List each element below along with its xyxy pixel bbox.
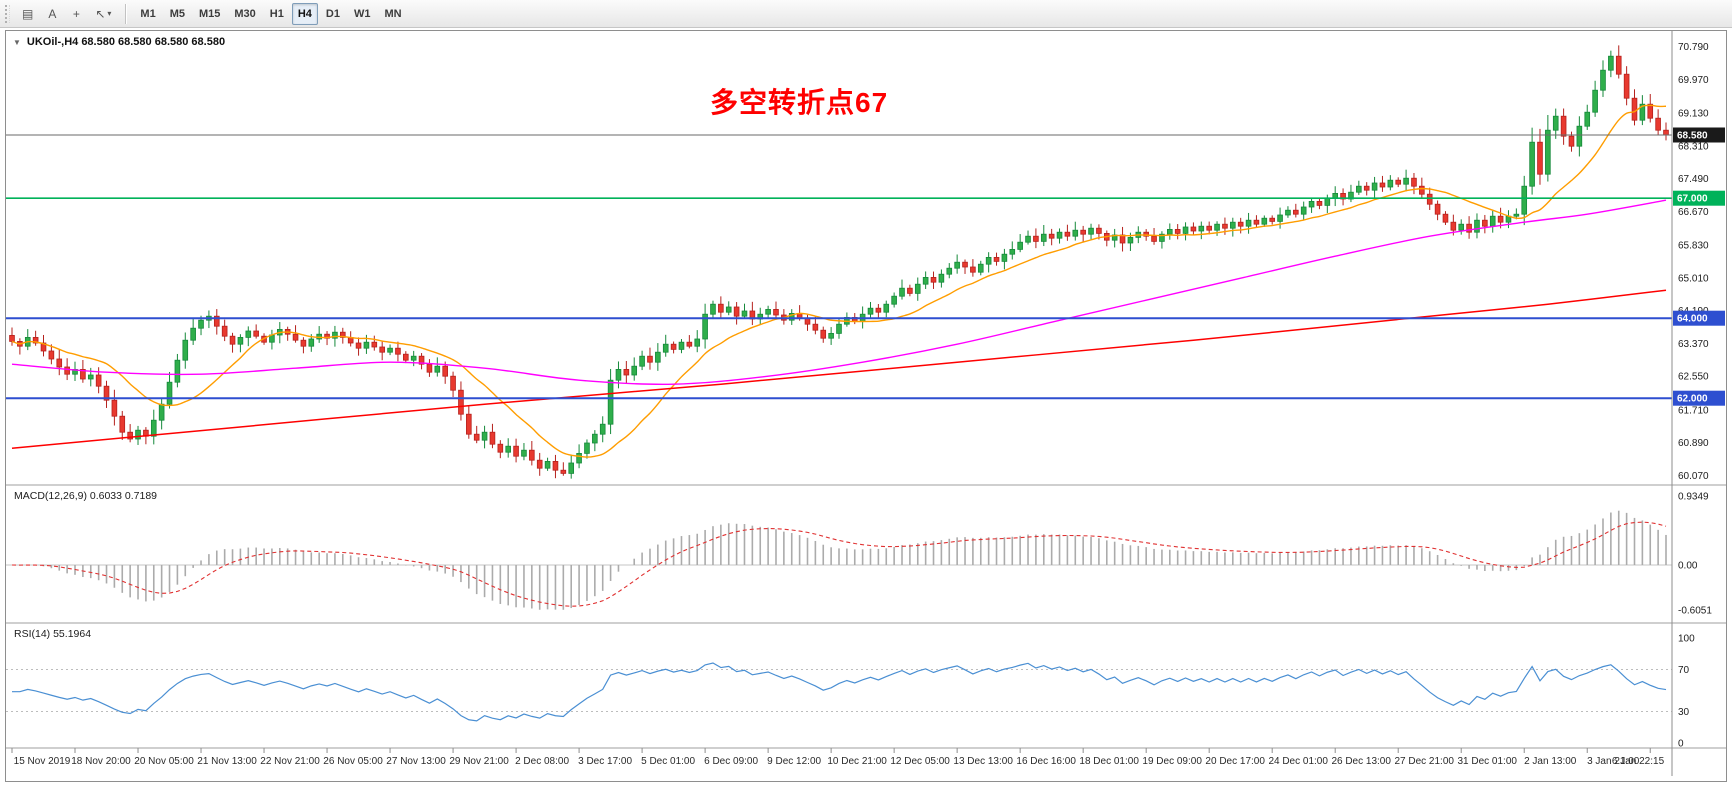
timeframe-m15-button[interactable]: M15 [193, 3, 226, 25]
rsi-line [12, 662, 1667, 722]
svg-text:19 Dec 09:00: 19 Dec 09:00 [1142, 756, 1202, 767]
svg-text:26 Nov 05:00: 26 Nov 05:00 [323, 756, 383, 767]
hline-badge-62.000: 62.000 [1673, 390, 1725, 406]
svg-text:61.710: 61.710 [1678, 405, 1709, 416]
svg-text:67.000: 67.000 [1677, 194, 1708, 205]
main-toolbar: ▤ A + ↖ ▾ M1 M5 M15 M30 H1 H4 D1 W1 MN [0, 0, 1732, 28]
macd-axis[interactable]: 0.9349 0.00 -0.6051 [1678, 491, 1712, 616]
time-axis[interactable]: 15 Nov 2019 18 Nov 20:00 20 Nov 05:00 21 No… [11, 748, 1665, 767]
svg-text:27 Nov 13:00: 27 Nov 13:00 [386, 756, 446, 767]
svg-text:64.000: 64.000 [1677, 314, 1708, 325]
chart-background [6, 31, 1726, 781]
collapse-chart-icon[interactable]: ▼ [13, 37, 21, 47]
svg-text:27 Dec 21:00: 27 Dec 21:00 [1394, 756, 1454, 767]
svg-text:3 Jan 21:00: 3 Jan 21:00 [1587, 756, 1640, 767]
svg-text:24 Dec 01:00: 24 Dec 01:00 [1268, 756, 1328, 767]
svg-text:100: 100 [1678, 634, 1695, 645]
svg-text:29 Nov 21:00: 29 Nov 21:00 [449, 756, 509, 767]
current-price-badge: 68.580 [1673, 127, 1725, 143]
timeframe-h4-button[interactable]: H4 [291, 2, 318, 25]
timeframe-h1-button[interactable]: H1 [264, 3, 290, 25]
svg-text:15 Nov 2019: 15 Nov 2019 [14, 756, 71, 767]
timeframe-m1-button[interactable]: M1 [134, 3, 161, 25]
chart-area[interactable]: 70.790 69.970 69.130 68.310 67.490 66.670 65.8… [5, 30, 1727, 782]
svg-text:6 Jan 22:15: 6 Jan 22:15 [1612, 756, 1665, 767]
svg-text:20 Nov 05:00: 20 Nov 05:00 [134, 756, 194, 767]
svg-text:2 Jan 13:00: 2 Jan 13:00 [1524, 756, 1577, 767]
macd-signal-line [11, 521, 1667, 607]
ma-mid-line [11, 199, 1667, 386]
crosshair-icon[interactable]: + [65, 3, 87, 25]
svg-text:67.490: 67.490 [1678, 174, 1709, 185]
svg-text:30: 30 [1678, 707, 1690, 718]
cursor-arrow-glyph: ↖ [95, 6, 106, 21]
svg-text:9 Dec 12:00: 9 Dec 12:00 [767, 756, 821, 767]
svg-text:2 Dec 08:00: 2 Dec 08:00 [515, 756, 569, 767]
hline-badge-64.000: 64.000 [1673, 310, 1725, 326]
timeframe-mn-button[interactable]: MN [378, 3, 407, 25]
svg-text:69.970: 69.970 [1678, 75, 1709, 86]
chart-window-icon[interactable]: ▤ [16, 3, 39, 25]
timeframe-m30-button[interactable]: M30 [228, 3, 261, 25]
svg-text:60.070: 60.070 [1678, 471, 1709, 482]
svg-text:63.370: 63.370 [1678, 339, 1709, 350]
toolbar-grip[interactable] [5, 4, 10, 23]
toolbar-separator [125, 3, 127, 24]
hline-badge-67.000: 67.000 [1673, 190, 1725, 206]
svg-text:69.130: 69.130 [1678, 109, 1709, 120]
symbol-ohlc-label: UKOil-,H4 68.580 68.580 68.580 68.580 [26, 36, 226, 48]
svg-text:3 Dec 17:00: 3 Dec 17:00 [578, 756, 632, 767]
svg-text:18 Dec 01:00: 18 Dec 01:00 [1079, 756, 1139, 767]
timeframe-w1-button[interactable]: W1 [348, 3, 377, 25]
timeframe-m5-button[interactable]: M5 [164, 3, 191, 25]
chart-canvas[interactable]: 70.790 69.970 69.130 68.310 67.490 66.670 65.8… [6, 31, 1726, 781]
svg-text:18 Nov 20:00: 18 Nov 20:00 [71, 756, 131, 767]
svg-text:16 Dec 16:00: 16 Dec 16:00 [1016, 756, 1076, 767]
svg-text:0.00: 0.00 [1678, 561, 1698, 572]
svg-text:70: 70 [1678, 665, 1690, 676]
svg-text:5 Dec 01:00: 5 Dec 01:00 [641, 756, 695, 767]
svg-text:22 Nov 21:00: 22 Nov 21:00 [260, 756, 320, 767]
svg-text:12 Dec 05:00: 12 Dec 05:00 [890, 756, 950, 767]
moving-averages [11, 104, 1667, 458]
ma-fast-line [11, 104, 1667, 458]
svg-text:10 Dec 21:00: 10 Dec 21:00 [827, 756, 887, 767]
svg-text:68.310: 68.310 [1678, 141, 1709, 152]
svg-text:0.9349: 0.9349 [1678, 491, 1709, 502]
svg-text:20 Dec 17:00: 20 Dec 17:00 [1205, 756, 1265, 767]
svg-text:66.670: 66.670 [1678, 207, 1709, 218]
ma-slow-line [11, 289, 1667, 449]
svg-text:31 Dec 01:00: 31 Dec 01:00 [1457, 756, 1517, 767]
svg-text:13 Dec 13:00: 13 Dec 13:00 [953, 756, 1013, 767]
svg-text:6 Dec 09:00: 6 Dec 09:00 [704, 756, 758, 767]
cursor-icon[interactable]: ↖ ▾ [89, 3, 117, 25]
price-axis[interactable]: 70.790 69.970 69.130 68.310 67.490 66.670 65.8… [1678, 42, 1709, 482]
chart-annotation-text[interactable]: 多空转折点67 [710, 87, 889, 118]
svg-text:62.000: 62.000 [1677, 394, 1708, 405]
svg-text:-0.6051: -0.6051 [1678, 605, 1712, 616]
svg-text:60.890: 60.890 [1678, 438, 1709, 449]
svg-text:21 Nov 13:00: 21 Nov 13:00 [197, 756, 257, 767]
cursor-menu-icon: ▾ [107, 9, 112, 18]
svg-text:70.790: 70.790 [1678, 42, 1709, 53]
svg-text:68.580: 68.580 [1677, 131, 1708, 142]
svg-text:26 Dec 13:00: 26 Dec 13:00 [1331, 756, 1391, 767]
text-label-icon[interactable]: A [41, 3, 63, 25]
svg-text:0: 0 [1678, 739, 1684, 750]
macd-histogram [19, 510, 1667, 610]
rsi-axis[interactable]: 100 70 30 0 [1678, 634, 1695, 750]
svg-text:65.830: 65.830 [1678, 241, 1709, 252]
svg-text:62.550: 62.550 [1678, 372, 1709, 383]
svg-text:65.010: 65.010 [1678, 273, 1709, 284]
timeframe-d1-button[interactable]: D1 [320, 3, 346, 25]
